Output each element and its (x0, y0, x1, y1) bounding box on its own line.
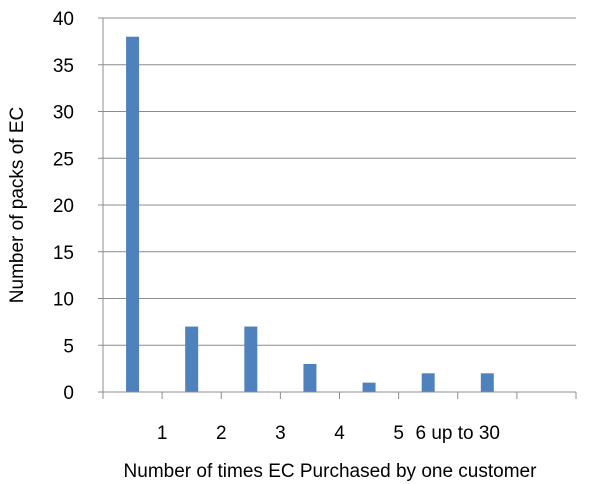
y-tick-label: 30 (53, 103, 74, 124)
y-tick-label: 5 (63, 336, 74, 357)
bar (126, 36, 140, 392)
x-tick-labels: 1 2 3 4 5 6 up to 30 (157, 423, 500, 444)
bar (480, 373, 494, 392)
bar (185, 326, 199, 392)
gridlines (103, 17, 576, 346)
x-axis-title: Number of times EC Purchased by one cust… (124, 461, 538, 482)
y-tick-label: 20 (53, 196, 74, 217)
bar (421, 373, 435, 392)
y-tick-labels: 0 5 10 15 20 25 30 35 40 (53, 9, 103, 404)
y-tick-label: 10 (53, 290, 74, 311)
bar (303, 363, 317, 392)
x-tick-label: 4 (334, 423, 345, 444)
x-tick-label: 1 (157, 423, 168, 444)
y-tick-label: 25 (53, 149, 74, 170)
bars (126, 36, 494, 392)
bar (244, 326, 258, 392)
y-axis-title: Number of packs of EC (7, 107, 28, 303)
y-tick-label: 15 (53, 243, 74, 264)
y-tick-label: 0 (63, 383, 74, 404)
x-tick-label: 2 (216, 423, 227, 444)
x-tick-label: 5 (393, 423, 404, 444)
x-tick-label: 6 up to 30 (415, 423, 500, 444)
x-tick-label: 3 (275, 423, 286, 444)
y-tick-label: 35 (53, 56, 74, 77)
x-tick-marks (102, 392, 577, 399)
y-tick-label: 40 (53, 9, 74, 30)
bar (362, 382, 376, 392)
